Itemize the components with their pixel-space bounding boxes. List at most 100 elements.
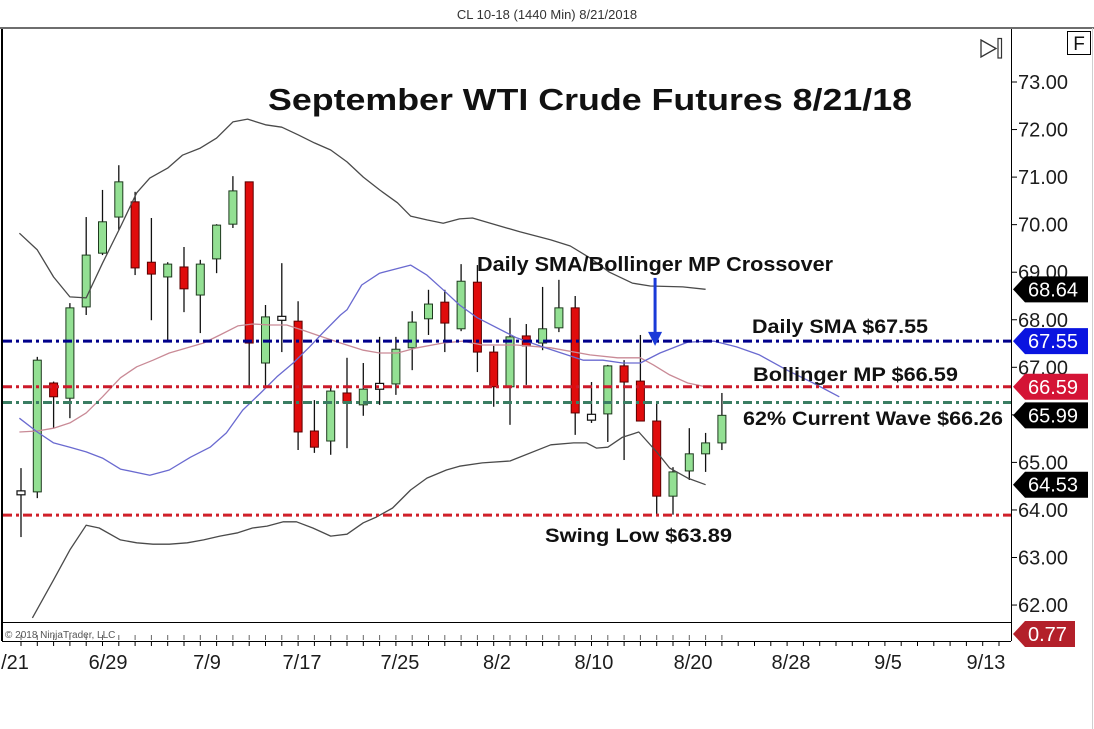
candle-body-down (309, 430, 319, 448)
indicator-pane (20, 635, 723, 640)
price-flag-shape (1013, 276, 1088, 303)
price-marker: 67.55 (1013, 328, 1088, 355)
end-bar-icon (997, 37, 1003, 59)
candle-body-up (358, 388, 368, 406)
candle (391, 336, 401, 395)
f-button-label: F (1073, 34, 1085, 55)
candle (326, 386, 336, 455)
price-tick-label: 64.00 (1018, 500, 1068, 522)
candle (81, 217, 91, 315)
fib-62-annotation: 62% Current Wave $66.26 (743, 409, 1003, 430)
time-axis[interactable]: /21 6/29 7/9 7/17 7/25 8/2 8/10 8/20 8/28 9/5 9/13 (1, 641, 1005, 674)
date-tick-label: 8/28 (772, 652, 811, 674)
date-tick-label: 8/2 (483, 652, 511, 674)
price-tick-label: 73.00 (1018, 72, 1068, 94)
indicator-value-marker: 0.77 (1013, 621, 1075, 647)
price-tick-label: 65.00 (1018, 452, 1068, 474)
candle-body-up (114, 181, 124, 218)
copyright-text: © 2018 NinjaTrader, LLC (5, 630, 115, 641)
price-axis[interactable]: 73.0072.0071.0070.0069.0068.0067.0066.00… (1011, 72, 1068, 617)
price-tick-label: 68.00 (1018, 310, 1068, 332)
price-tick-label: 71.00 (1018, 167, 1068, 189)
candle (49, 381, 59, 429)
candle (538, 286, 548, 351)
candle (32, 356, 42, 499)
candle (277, 263, 287, 353)
candle-body-down (244, 181, 254, 344)
candle-doji (16, 490, 26, 496)
candle (684, 428, 694, 480)
candle-body-up (717, 414, 727, 444)
candle (717, 392, 727, 451)
swing-low-annotation: Swing Low $63.89 (545, 526, 732, 547)
bollinger-upper-line (18, 118, 706, 299)
candle-body-up (326, 390, 336, 442)
candle (619, 360, 629, 461)
price-flag-shape (1013, 402, 1088, 429)
candle-body-up (98, 221, 107, 254)
candle-body-down (652, 420, 662, 497)
price-tick-label: 63.00 (1018, 548, 1068, 570)
price-pane[interactable] (3, 118, 1011, 619)
candle (424, 289, 433, 335)
candle-body-up (163, 263, 173, 278)
date-tick-label: 7/9 (193, 652, 221, 674)
candlestick-series (16, 165, 727, 538)
candle-doji (277, 315, 287, 321)
chart-main-title: September WTI Crude Futures 8/21/18 (268, 82, 912, 117)
scroll-to-end-icon[interactable] (980, 37, 1003, 59)
candle-body-up (391, 348, 401, 385)
candle-body-up (228, 190, 238, 225)
bollinger-mp-annotation: Bollinger MP $66.59 (753, 365, 958, 386)
f-button[interactable]: F (1067, 31, 1091, 56)
candle (228, 176, 238, 228)
candle (130, 191, 140, 276)
candle-body-up (668, 471, 678, 497)
horizontal-levels (3, 339, 1011, 517)
crossover-arrow (648, 277, 663, 346)
candle-body-up (456, 280, 466, 330)
price-flag-value: 67.55 (1028, 331, 1078, 353)
price-flag-value: 65.99 (1028, 405, 1078, 427)
date-tick-label: 9/13 (966, 652, 1005, 674)
candle-body-up (701, 442, 711, 455)
price-flag-value: 66.59 (1028, 377, 1078, 399)
candle (114, 165, 124, 230)
candle-body-up (554, 307, 564, 329)
candle-body-up (195, 263, 205, 296)
daily-sma-line (19, 264, 840, 476)
date-tick-label: 7/17 (283, 652, 322, 674)
f-button-frame (1067, 31, 1091, 55)
price-flag-value: 0.77 (1028, 624, 1067, 646)
date-tick-label: /21 (1, 652, 29, 674)
candle-doji (586, 413, 597, 421)
date-tick-label: 8/10 (574, 652, 613, 674)
candle (212, 224, 222, 274)
date-tick-label: 8/20 (674, 652, 713, 674)
price-marker: 65.99 (1013, 402, 1088, 429)
window-title: CL 10-18 (1440 Min) 8/21/2018 (457, 7, 637, 22)
date-tick-label: 9/5 (874, 652, 902, 674)
candle (407, 311, 417, 371)
price-flag-value: 64.53 (1028, 475, 1078, 497)
daily-sma-annotation: Daily SMA $67.55 (752, 317, 928, 338)
candle (554, 279, 564, 333)
indicator-lines (18, 118, 840, 619)
candle-body-down (179, 266, 189, 290)
candle (701, 432, 711, 472)
price-marker: 64.53 (1013, 471, 1088, 498)
candle (16, 468, 26, 538)
candle (293, 301, 303, 451)
crossover-annotation: Daily SMA/Bollinger MP Crossover (477, 254, 833, 276)
candle-body-up (424, 303, 433, 320)
price-flag-value: 68.64 (1028, 279, 1078, 301)
date-tick-label: 7/25 (381, 652, 420, 674)
price-markers: 68.64 67.55 66.59 65.99 64.53 0.77 (1013, 276, 1088, 647)
candle (179, 246, 189, 313)
candle (309, 400, 319, 453)
candle-body-up (81, 254, 91, 308)
candle (570, 295, 580, 435)
price-marker: 68.64 (1013, 276, 1088, 303)
candle (358, 363, 368, 416)
price-tick-label: 70.00 (1018, 215, 1068, 237)
